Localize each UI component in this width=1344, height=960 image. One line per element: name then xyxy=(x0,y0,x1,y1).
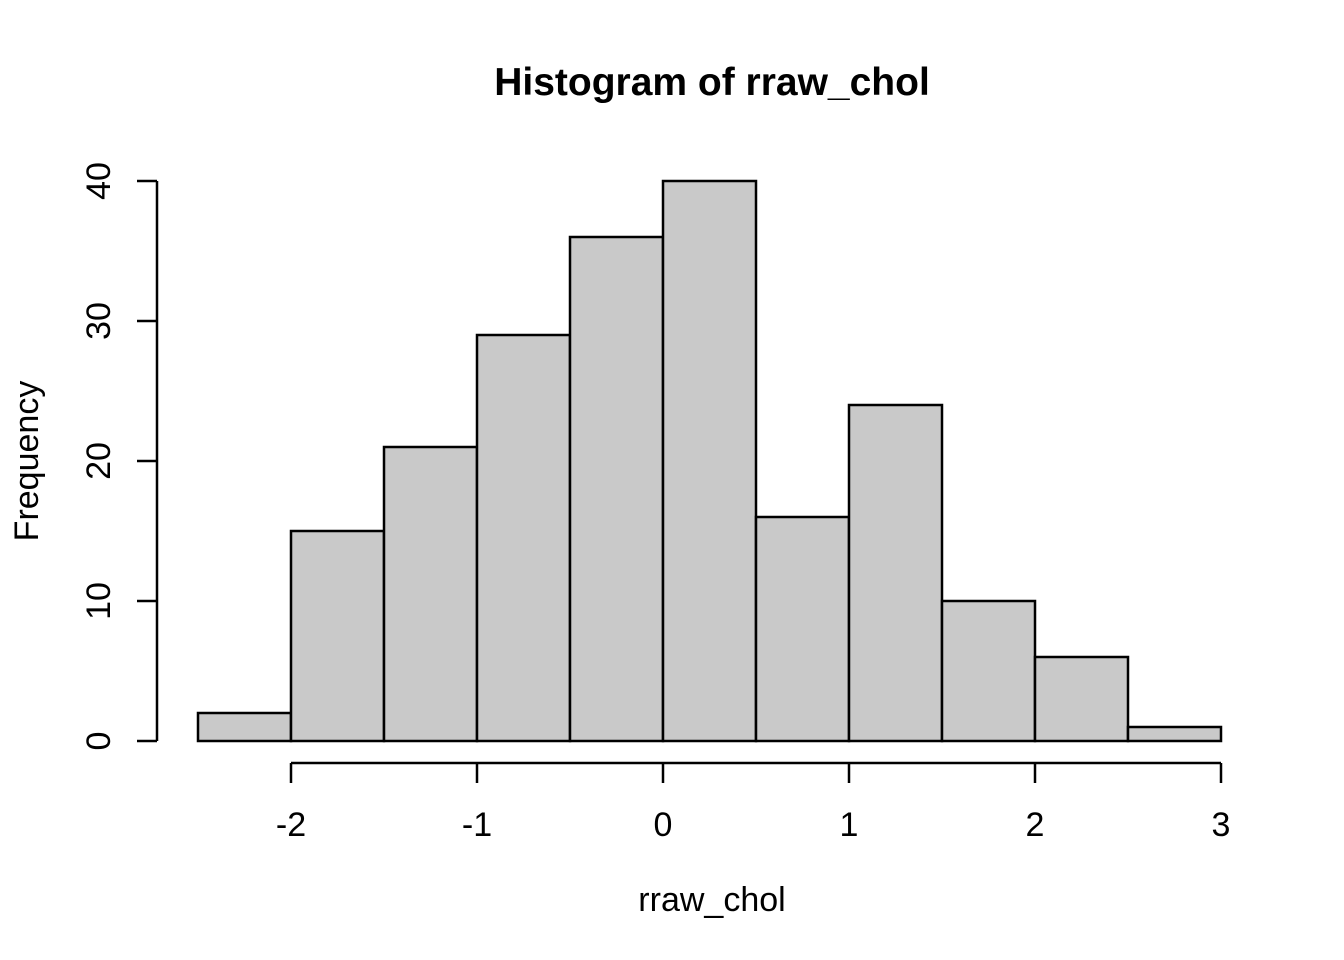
y-tick-label: 10 xyxy=(80,582,118,620)
histogram-bar xyxy=(661,179,758,743)
chart-title: Histogram of rraw_chol xyxy=(494,61,930,104)
y-tick-label: 30 xyxy=(80,302,118,340)
histogram-bar xyxy=(1033,655,1130,743)
x-axis: -2 -1 0 1 2 3 xyxy=(276,761,1231,844)
y-tick-label: 40 xyxy=(80,162,118,200)
y-axis-label: Frequency xyxy=(8,381,46,542)
histogram-bar xyxy=(940,599,1037,743)
bars-group xyxy=(196,179,1223,743)
histogram-bar xyxy=(754,515,851,743)
histogram-bar xyxy=(289,529,386,743)
histogram-bar xyxy=(196,711,293,743)
x-tick-label: 0 xyxy=(654,806,673,844)
histogram-bar xyxy=(1126,725,1223,743)
y-tick-label: 20 xyxy=(80,442,118,480)
x-tick-label: 2 xyxy=(1026,806,1045,844)
x-tick-label: -2 xyxy=(276,806,306,844)
histogram-bar xyxy=(382,445,479,743)
x-tick-label: 3 xyxy=(1212,806,1231,844)
histogram-bar xyxy=(568,235,665,743)
y-tick-label: 0 xyxy=(80,732,118,751)
x-tick-label: -1 xyxy=(462,806,492,844)
histogram-bar xyxy=(847,403,944,743)
x-tick-label: 1 xyxy=(840,806,859,844)
histogram-bar xyxy=(475,333,572,743)
x-axis-label: rraw_chol xyxy=(638,881,785,919)
y-axis: 0 10 20 30 40 xyxy=(80,162,159,751)
